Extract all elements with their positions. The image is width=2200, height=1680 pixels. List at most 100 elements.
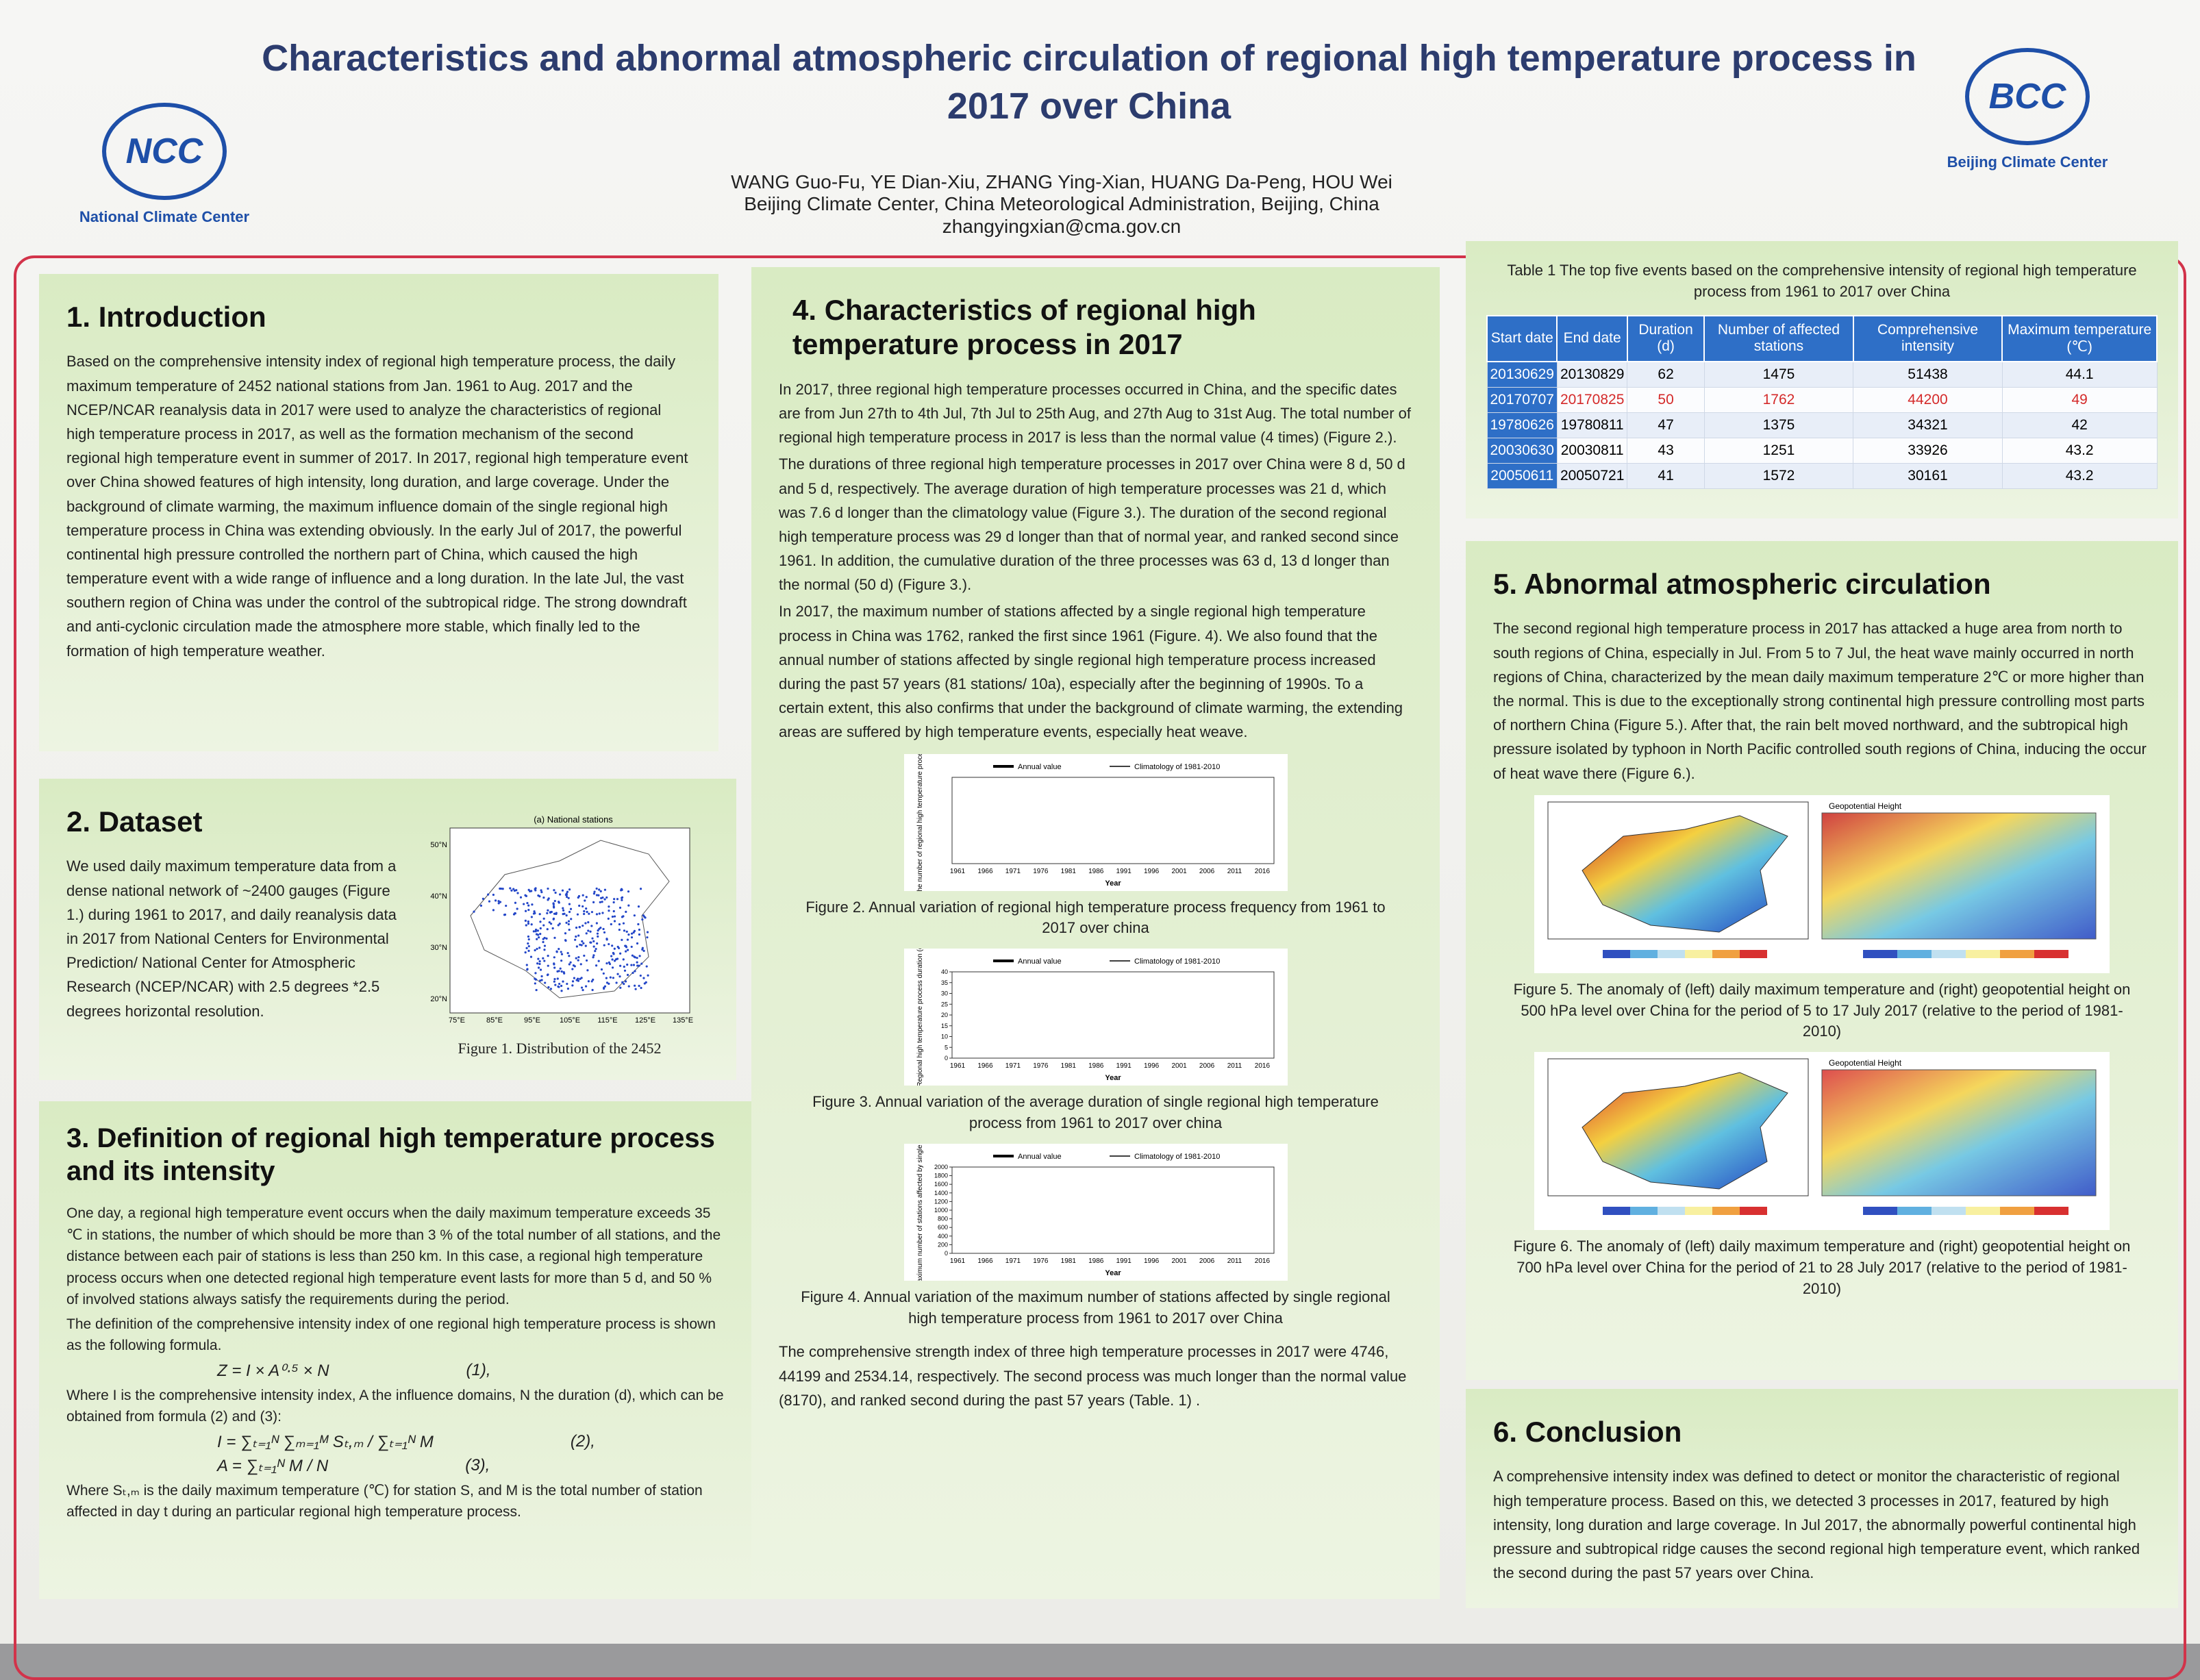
formula-expr: Z = I × A⁰·⁵ × N xyxy=(217,1361,329,1380)
x-tick-label: 1966 xyxy=(977,1257,993,1265)
station-dot xyxy=(558,970,560,973)
y-tick-label: 800 xyxy=(937,1215,947,1222)
station-dot xyxy=(574,938,577,942)
station-dot xyxy=(526,902,529,905)
y-axis-label: The number of regional high temperature … xyxy=(916,754,924,891)
station-dot xyxy=(621,899,623,902)
station-dot xyxy=(610,955,613,958)
table-cell: 43.2 xyxy=(2001,462,2158,489)
station-dot xyxy=(560,951,562,953)
station-dot xyxy=(585,896,588,899)
station-dot xyxy=(626,938,629,942)
station-dot xyxy=(553,900,556,903)
station-dot xyxy=(516,907,518,911)
station-dot xyxy=(618,923,621,926)
lat-label: 30°N xyxy=(430,944,447,952)
table-cell: 43.2 xyxy=(2001,437,2158,464)
station-dot xyxy=(627,985,630,988)
table-cell: 44.1 xyxy=(2001,361,2158,388)
station-dot xyxy=(626,949,629,952)
station-dot xyxy=(568,903,571,906)
station-dot xyxy=(549,988,552,990)
station-dot xyxy=(572,964,575,967)
table-cell: 47 xyxy=(1627,412,1705,438)
lon-label: 95°E xyxy=(524,1016,540,1025)
figure: Geopotential Height Figure 6. The anomaly… xyxy=(1493,1052,2151,1299)
station-dot xyxy=(554,983,557,987)
y-tick-label: 0 xyxy=(944,1055,947,1062)
station-dot xyxy=(585,907,588,910)
station-dot xyxy=(535,933,538,936)
colorbar xyxy=(1966,1207,2000,1216)
table-cell: 20030630 xyxy=(1486,437,1558,464)
lat-label: 20°N xyxy=(430,995,447,1003)
figure: (a) National stations 50°N 40°N 30°N 20°N 75°… xyxy=(423,813,697,1062)
table-cell: 20050611 xyxy=(1486,462,1558,489)
station-dot xyxy=(559,967,562,970)
station-dot xyxy=(592,979,595,981)
station-dot xyxy=(582,942,585,945)
authors: WANG Guo-Fu, YE Dian-Xiu, ZHANG Ying-Xia… xyxy=(731,171,1392,192)
station-dot xyxy=(575,957,577,960)
station-dot xyxy=(570,918,573,920)
station-dot xyxy=(642,950,645,953)
station-dot xyxy=(627,890,630,893)
station-dot xyxy=(487,893,490,897)
station-dot xyxy=(514,902,517,905)
x-tick-label: 1966 xyxy=(977,868,993,875)
station-dot xyxy=(595,913,599,916)
figure-caption: Figure 1. Distribution of the 2452 xyxy=(458,1040,662,1057)
station-dot xyxy=(608,910,610,912)
paragraph: The durations of three regional high tem… xyxy=(779,455,1405,594)
table-row: 19780626 19780811 47 1375 34321 42 xyxy=(1486,412,2158,438)
station-dot xyxy=(537,957,540,961)
station-dot xyxy=(625,950,627,953)
station-dot xyxy=(554,892,557,894)
paragraph: One day, a regional high temperature eve… xyxy=(66,1205,721,1307)
station-dot xyxy=(501,888,504,890)
x-axis-label: Year xyxy=(1105,879,1121,888)
station-dot xyxy=(584,922,587,925)
station-dot xyxy=(601,897,604,899)
formula-tag: (3), xyxy=(465,1455,490,1475)
station-dot xyxy=(547,955,549,957)
station-dot xyxy=(613,948,616,951)
station-dot xyxy=(524,951,527,954)
station-dot xyxy=(540,979,543,981)
colorbar xyxy=(1897,949,1932,958)
colorbar xyxy=(1712,949,1740,958)
affiliation: Beijing Climate Center, China Meteorolog… xyxy=(744,193,1379,215)
logo-label: National Climate Center xyxy=(79,208,250,225)
y-tick-label: 25 xyxy=(940,1001,947,1007)
station-dot xyxy=(598,888,601,892)
station-dot xyxy=(532,930,535,933)
station-dot xyxy=(573,977,575,980)
table-cell: 20130629 xyxy=(1486,361,1558,388)
station-dot xyxy=(546,974,549,977)
station-dot xyxy=(533,910,536,913)
station-dot xyxy=(562,907,564,910)
station-dot xyxy=(576,977,579,981)
station-dot xyxy=(640,987,642,990)
station-dot xyxy=(647,975,649,977)
station-dot xyxy=(553,937,556,940)
colorbar xyxy=(2034,949,2068,958)
colorbar xyxy=(1658,1207,1685,1216)
station-dot xyxy=(544,981,547,985)
station-dot xyxy=(547,910,549,912)
station-dot xyxy=(622,915,625,918)
station-dot xyxy=(637,905,640,908)
station-dot xyxy=(560,990,563,992)
station-dot xyxy=(608,962,610,964)
formula-expr: A = ∑ₜ₌₁ᴺ M / N xyxy=(217,1456,329,1475)
x-tick-label: 2011 xyxy=(1227,1257,1242,1265)
station-dot xyxy=(538,913,541,916)
x-tick-label: 1991 xyxy=(1116,1062,1132,1070)
station-dot xyxy=(619,987,622,990)
x-tick-label: 1981 xyxy=(1060,1257,1076,1265)
station-dot xyxy=(612,910,615,913)
x-tick-label: 1996 xyxy=(1144,1062,1160,1070)
station-dot xyxy=(619,965,622,968)
station-dot xyxy=(590,942,592,944)
